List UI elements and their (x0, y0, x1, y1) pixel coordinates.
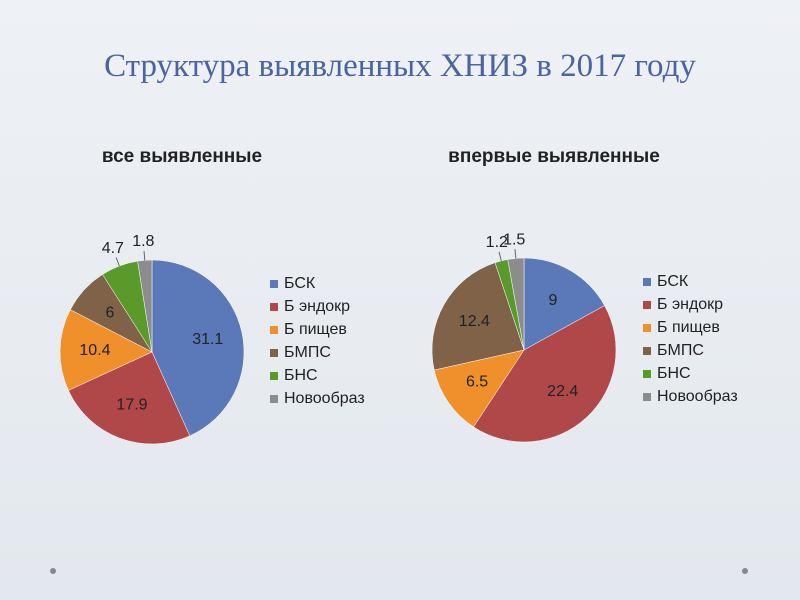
legend-label: БМПС (657, 342, 704, 359)
legend-swatch (643, 324, 651, 332)
legend-label: БМПС (284, 344, 331, 361)
legend-swatch (270, 303, 278, 311)
data-label: 31.1 (192, 331, 223, 348)
legend-label: БНС (284, 367, 318, 384)
legend-swatch (270, 349, 278, 357)
data-label: 10.4 (79, 342, 110, 359)
pie-slice (523, 257, 605, 351)
pie-slice (59, 309, 153, 391)
chart-title: впервые выявленные (448, 146, 660, 167)
data-label: 1.2 (486, 234, 508, 251)
legend-label: Б пищев (657, 319, 720, 336)
decor-dot (742, 568, 748, 574)
data-label: 6 (105, 305, 114, 322)
pie-slice (151, 259, 245, 437)
legend-entry: БНС (270, 364, 370, 387)
legend-label: Б пищев (284, 321, 347, 338)
legend-label: Новообраз (284, 390, 365, 407)
legend-swatch (643, 278, 651, 286)
legend-label: БНС (657, 365, 691, 382)
data-label: 6.5 (466, 374, 488, 391)
legend-swatch (643, 301, 651, 309)
data-label: 1.8 (132, 233, 154, 250)
legend: БСК Б эндокр Б пищев БМПС БНС Новообраз (643, 270, 743, 408)
decor-dot (50, 568, 56, 574)
legend-entry: БСК (643, 270, 743, 293)
pie-slice (431, 262, 525, 371)
pie-slice (507, 257, 525, 351)
legend-swatch (643, 347, 651, 355)
legend-swatch (643, 370, 651, 378)
pie-slice (473, 305, 617, 443)
legend-swatch (270, 372, 278, 380)
pie-slice (433, 349, 525, 428)
pie-slice (68, 351, 191, 445)
legend: БСК Б эндокр Б пищев БМПС БНС Новообраз (270, 272, 370, 410)
data-label: 12.4 (459, 313, 490, 330)
legend-swatch (270, 395, 278, 403)
leader-line (514, 249, 517, 259)
legend-entry: Б эндокр (270, 295, 370, 318)
data-label: 17.9 (116, 397, 147, 414)
legend-label: Новообраз (657, 388, 738, 405)
legend-entry: Б эндокр (643, 293, 743, 316)
legend-label: БСК (657, 273, 689, 290)
legend-entry: БМПС (270, 341, 370, 364)
legend-entry: Новообраз (270, 387, 370, 410)
legend-entry: БСК (270, 272, 370, 295)
legend-label: БСК (284, 275, 316, 292)
legend-swatch (643, 393, 651, 401)
data-label: 4.7 (102, 240, 124, 257)
legend-entry: БМПС (643, 339, 743, 362)
leader-line (498, 251, 502, 261)
legend-entry: Б пищев (643, 316, 743, 339)
legend-label: Б эндокр (657, 296, 724, 313)
legend-entry: Новообраз (643, 385, 743, 408)
legend-entry: БНС (643, 362, 743, 385)
legend-swatch (270, 280, 278, 288)
slide-title: Структура выявленных ХНИЗ в 2017 году (104, 48, 696, 84)
chart-title: все выявленные (102, 146, 262, 167)
leader-line (115, 257, 120, 267)
leader-line (143, 251, 146, 261)
legend-entry: Б пищев (270, 318, 370, 341)
legend-label: Б эндокр (284, 298, 351, 315)
pie-slice (137, 259, 153, 353)
data-label: 22.4 (547, 383, 578, 400)
data-label: 1.5 (503, 231, 525, 248)
data-label: 9 (549, 292, 558, 309)
legend-swatch (270, 326, 278, 334)
